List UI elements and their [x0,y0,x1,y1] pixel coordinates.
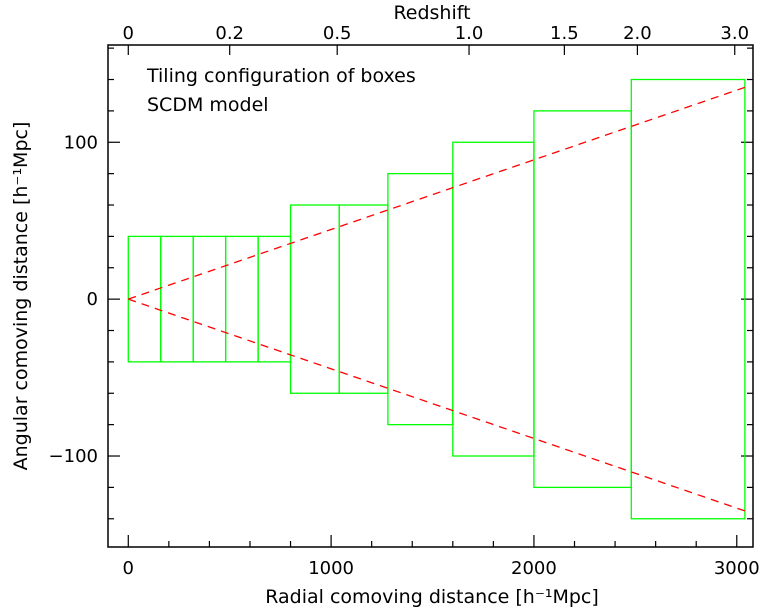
tiling-box [127,235,162,363]
tiling-box [452,141,535,457]
plot-frame [107,44,754,548]
tiling-box [192,235,227,363]
x-tick-label: 0 [123,558,134,579]
tiling-box [338,204,389,394]
cone-line [128,86,746,300]
top-tick-label: 0.2 [215,23,244,44]
cone-line [128,298,746,512]
top-tick-label: 1.0 [455,23,484,44]
y-axis-label: Angular comoving distance [h⁻¹Mpc] [10,122,32,471]
top-tick-label: 3.0 [720,23,749,44]
x-tick-label: 3000 [714,558,760,579]
tiling-box [160,235,194,363]
tiling-box [289,204,340,394]
y-tick-label: −100 [49,446,98,467]
cone-lines-layer [128,86,746,512]
y-tick-label: 0 [87,289,98,310]
tiling-box [257,235,292,363]
top-tick-label: 1.5 [550,23,579,44]
y-tick-label: 100 [64,132,98,153]
tiling-box [387,172,454,426]
boxes-layer [127,78,746,520]
x-tick-label: 2000 [511,558,557,579]
top-axis-label: Redshift [393,2,470,24]
top-tick-label: 0.5 [323,23,352,44]
x-axis-label: Radial comoving distance [h⁻¹Mpc] [265,586,599,608]
axis-ticks [108,45,753,547]
top-tick-label: 2.0 [623,23,652,44]
top-tick-label: 0 [123,23,134,44]
tiling-box [533,110,632,489]
annotation-model: SCDM model [147,94,269,116]
annotation-tiling: Tiling configuration of boxes [146,65,416,87]
tiling-box [630,78,746,520]
x-tick-label: 1000 [308,558,354,579]
tiling-box [224,235,259,363]
